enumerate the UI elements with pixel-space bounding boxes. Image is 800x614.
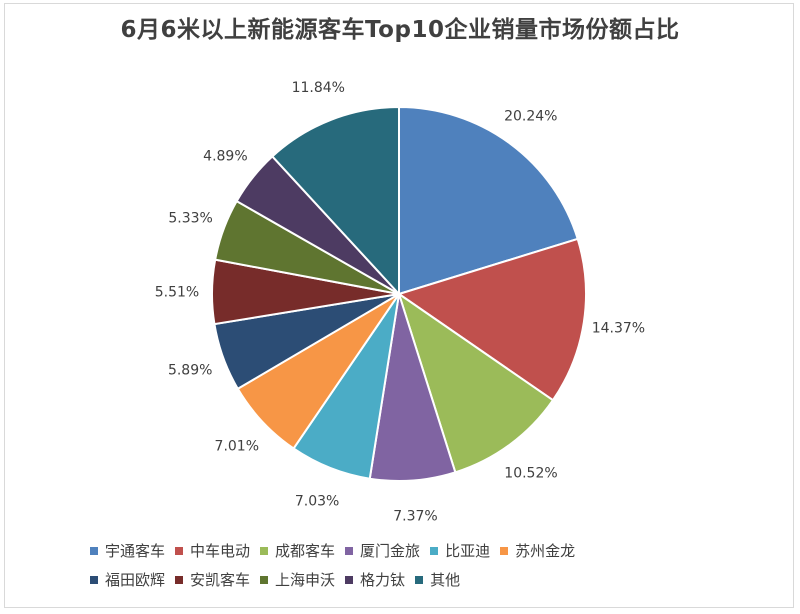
pie-labels: 20.24% 14.37% 10.52% 7.37% 7.03% 7.01% 5.89% 5.…	[155, 80, 645, 524]
pie-slices	[211, 105, 588, 482]
slice-label-4: 7.37%	[393, 508, 437, 524]
legend-item: 安凯客车	[175, 569, 250, 590]
pie-slice-3	[397, 291, 555, 474]
legend-row: 福田欧辉 安凯客车 上海申沃 格力钛 其他	[90, 565, 730, 594]
legend-swatch	[90, 575, 98, 584]
legend-item: 苏州金龙	[500, 540, 575, 561]
legend: 宇通客车 中车电动 成都客车 厦门金旅 比亚迪 苏州金龙 福田欧辉 安凯客车 上海申沃 格力钛 其…	[90, 536, 730, 594]
slice-label-5: 7.03%	[295, 493, 339, 509]
legend-swatch	[260, 546, 269, 555]
slice-label-1: 20.24%	[504, 108, 557, 124]
slice-label-9: 5.33%	[168, 210, 212, 226]
legend-label: 厦门金旅	[360, 542, 421, 560]
legend-label: 其他	[430, 571, 461, 589]
legend-item: 上海申沃	[260, 569, 335, 590]
pie-slice-1	[398, 105, 579, 296]
slice-label-11: 11.84%	[292, 80, 345, 96]
slice-label-3: 10.52%	[504, 466, 557, 482]
legend-label: 苏州金龙	[515, 542, 576, 560]
legend-swatch	[430, 546, 439, 555]
legend-label: 格力钛	[360, 571, 406, 589]
legend-item: 成都客车	[260, 540, 335, 561]
legend-item: 福田欧辉	[90, 569, 165, 590]
legend-item: 格力钛	[345, 569, 405, 590]
chart-title: 6月6米以上新能源客车Top10企业销量市场份额占比	[120, 17, 680, 43]
legend-item: 中车电动	[175, 540, 250, 561]
legend-label: 中车电动	[190, 542, 251, 560]
legend-swatch	[175, 575, 184, 584]
pie-slice-11	[270, 105, 400, 297]
legend-label: 福田欧辉	[105, 571, 166, 589]
slice-label-2: 14.37%	[592, 321, 645, 337]
legend-swatch	[500, 546, 509, 555]
legend-swatch	[345, 575, 354, 584]
legend-label: 安凯客车	[190, 571, 251, 589]
legend-row: 宇通客车 中车电动 成都客车 厦门金旅 比亚迪 苏州金龙	[90, 536, 730, 565]
slice-label-6: 7.01%	[215, 439, 259, 455]
legend-item: 其他	[415, 569, 460, 590]
slice-label-7: 5.89%	[168, 362, 212, 378]
legend-item: 比亚迪	[430, 540, 490, 561]
legend-swatch	[175, 546, 184, 555]
legend-swatch	[345, 546, 354, 555]
legend-swatch	[260, 575, 269, 584]
legend-swatch	[90, 546, 98, 555]
legend-item: 宇通客车	[90, 540, 165, 561]
legend-label: 上海申沃	[275, 571, 336, 589]
legend-item: 厦门金旅	[345, 540, 420, 561]
legend-label: 宇通客车	[105, 542, 166, 560]
slice-label-8: 5.51%	[155, 284, 199, 300]
legend-label: 成都客车	[275, 542, 336, 560]
pie-slice-2	[396, 237, 588, 402]
legend-swatch	[415, 575, 424, 584]
slice-label-10: 4.89%	[203, 149, 247, 165]
legend-label: 比亚迪	[445, 542, 491, 560]
